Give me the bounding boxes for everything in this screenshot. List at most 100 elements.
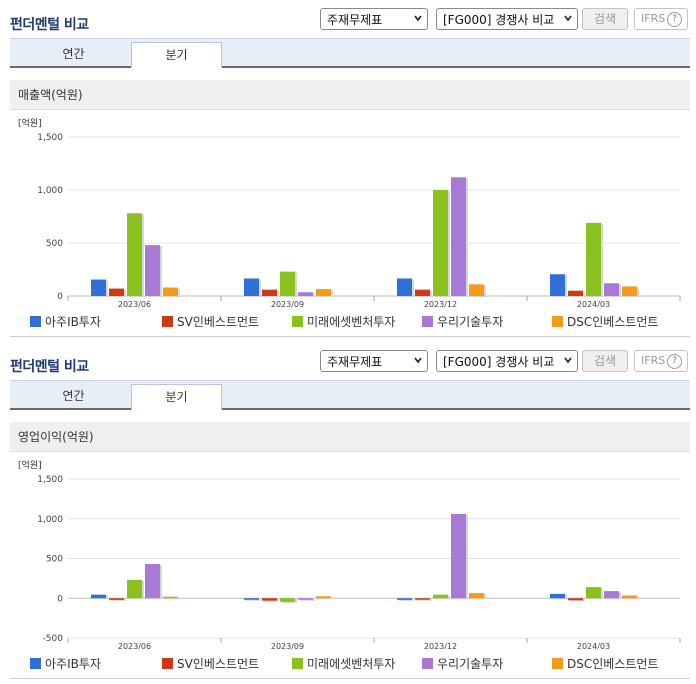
y-tick-label: -500 — [43, 634, 64, 644]
bar — [469, 593, 484, 599]
chart-title: 매출액(억원) — [10, 80, 690, 110]
bar — [109, 288, 124, 296]
bar — [127, 579, 142, 599]
x-tick-label: 2023/09 — [271, 300, 304, 309]
divider — [10, 678, 690, 679]
legend-label: 우리기술투자 — [437, 657, 504, 671]
legend-swatch — [30, 658, 41, 669]
legend-item: 우리기술투자 — [422, 313, 503, 330]
bar — [604, 591, 619, 599]
help-icon: ? — [667, 354, 682, 369]
search-button[interactable]: 검색 — [582, 350, 628, 372]
statement-select[interactable]: 주재무제표 — [320, 350, 428, 372]
bar-shadow — [399, 599, 414, 601]
bar — [163, 596, 178, 599]
bar — [280, 598, 295, 602]
legend-label: 미래에셋벤처투자 — [307, 657, 396, 671]
bar-shadow — [300, 599, 315, 601]
period-tabs: 연간 분기 — [10, 38, 690, 68]
legend-label: SV인베스트먼트 — [177, 657, 260, 671]
fundamental-panel-operating-income: 펀더멘털 비교 주재무제표 [FG000] 경쟁사 비교 검색 IFRS ? 연… — [0, 342, 696, 684]
x-tick-label: 2023/09 — [271, 642, 304, 651]
bar — [244, 598, 259, 600]
bar-shadow — [417, 599, 432, 601]
bar — [397, 278, 412, 296]
statement-select-value: 주재무제표 — [327, 13, 383, 27]
bar — [469, 284, 484, 296]
x-tick-label: 2023/06 — [118, 300, 151, 309]
legend-item: 아주IB투자 — [30, 313, 101, 330]
ifrs-label: IFRS — [641, 354, 666, 367]
peer-select[interactable]: [FG000] 경쟁사 비교 — [436, 8, 578, 30]
legend-item: SV인베스트먼트 — [162, 313, 259, 330]
bar — [622, 286, 637, 296]
bar — [415, 598, 430, 600]
statement-select-value: 주재무제표 — [327, 355, 383, 369]
bar — [127, 213, 142, 296]
help-icon: ? — [667, 12, 682, 27]
tab-quarterly[interactable]: 분기 — [131, 384, 222, 410]
ifrs-help-button[interactable]: IFRS ? — [634, 350, 688, 372]
tab-quarterly[interactable]: 분기 — [131, 42, 222, 68]
ifrs-label: IFRS — [641, 12, 666, 25]
y-tick-label: 1,500 — [37, 475, 63, 485]
bar — [163, 287, 178, 296]
peer-select[interactable]: [FG000] 경쟁사 비교 — [436, 350, 578, 372]
legend-label: DSC인베스트먼트 — [567, 657, 659, 671]
legend-swatch — [552, 316, 563, 327]
ifrs-help-button[interactable]: IFRS ? — [634, 8, 688, 30]
operating-income-bar-chart: [억원] -500 0 500 1,000 1,500 2023/06 2023/09 2023… — [18, 459, 681, 651]
bar — [604, 283, 619, 296]
y-tick-label: 0 — [57, 594, 63, 604]
legend-swatch — [422, 316, 433, 327]
bar — [262, 289, 277, 296]
legend-item: 미래에셋벤처투자 — [292, 313, 395, 330]
bar-shadow — [165, 597, 180, 600]
legend-label: 미래에셋벤처투자 — [307, 315, 396, 329]
bar — [586, 222, 601, 296]
legend-swatch — [162, 316, 173, 327]
bar — [550, 593, 565, 599]
bar — [415, 289, 430, 296]
legend-swatch — [552, 658, 563, 669]
legend-label: DSC인베스트먼트 — [567, 315, 659, 329]
unit-label: [억원] — [18, 117, 42, 129]
bar — [91, 279, 106, 296]
bar — [568, 290, 583, 296]
bar-shadow — [318, 597, 333, 600]
bar — [109, 598, 124, 600]
search-button[interactable]: 검색 — [582, 8, 628, 30]
legend-item: DSC인베스트먼트 — [552, 313, 658, 330]
legend-label: 아주IB투자 — [45, 657, 101, 671]
legend-item: 미래에셋벤처투자 — [292, 655, 395, 672]
bar — [433, 190, 448, 296]
chart-legend: 아주IB투자 SV인베스트먼트 미래에셋벤처투자 우리기술투자 DSC인베스트먼트 — [30, 313, 690, 329]
bar — [145, 245, 160, 296]
unit-label: [억원] — [18, 459, 42, 471]
bar — [280, 271, 295, 296]
bar — [568, 598, 583, 601]
legend-swatch — [30, 316, 41, 327]
bar-shadow — [570, 599, 585, 602]
peer-select-value: [FG000] 경쟁사 비교 — [443, 355, 555, 369]
legend-item: SV인베스트먼트 — [162, 655, 259, 672]
tab-annual[interactable]: 연간 — [62, 47, 85, 61]
y-tick-label: 500 — [46, 239, 63, 249]
legend-item: 아주IB투자 — [30, 655, 101, 672]
tab-annual[interactable]: 연간 — [62, 389, 85, 403]
bar — [451, 513, 466, 599]
bar — [316, 596, 331, 599]
legend-label: 우리기술투자 — [437, 315, 504, 329]
divider — [10, 336, 690, 337]
bar — [451, 177, 466, 296]
chevron-down-icon — [414, 357, 422, 364]
chart-title: 영업이익(억원) — [10, 422, 690, 452]
x-tick-label: 2023/12 — [424, 642, 457, 651]
y-tick-label: 1,000 — [37, 515, 63, 525]
chevron-down-icon — [564, 15, 572, 22]
y-tick-label: 0 — [57, 292, 63, 302]
legend-label: 아주IB투자 — [45, 315, 101, 329]
x-tick-label: 2024/03 — [577, 642, 610, 651]
bar — [145, 564, 160, 599]
statement-select[interactable]: 주재무제표 — [320, 8, 428, 30]
